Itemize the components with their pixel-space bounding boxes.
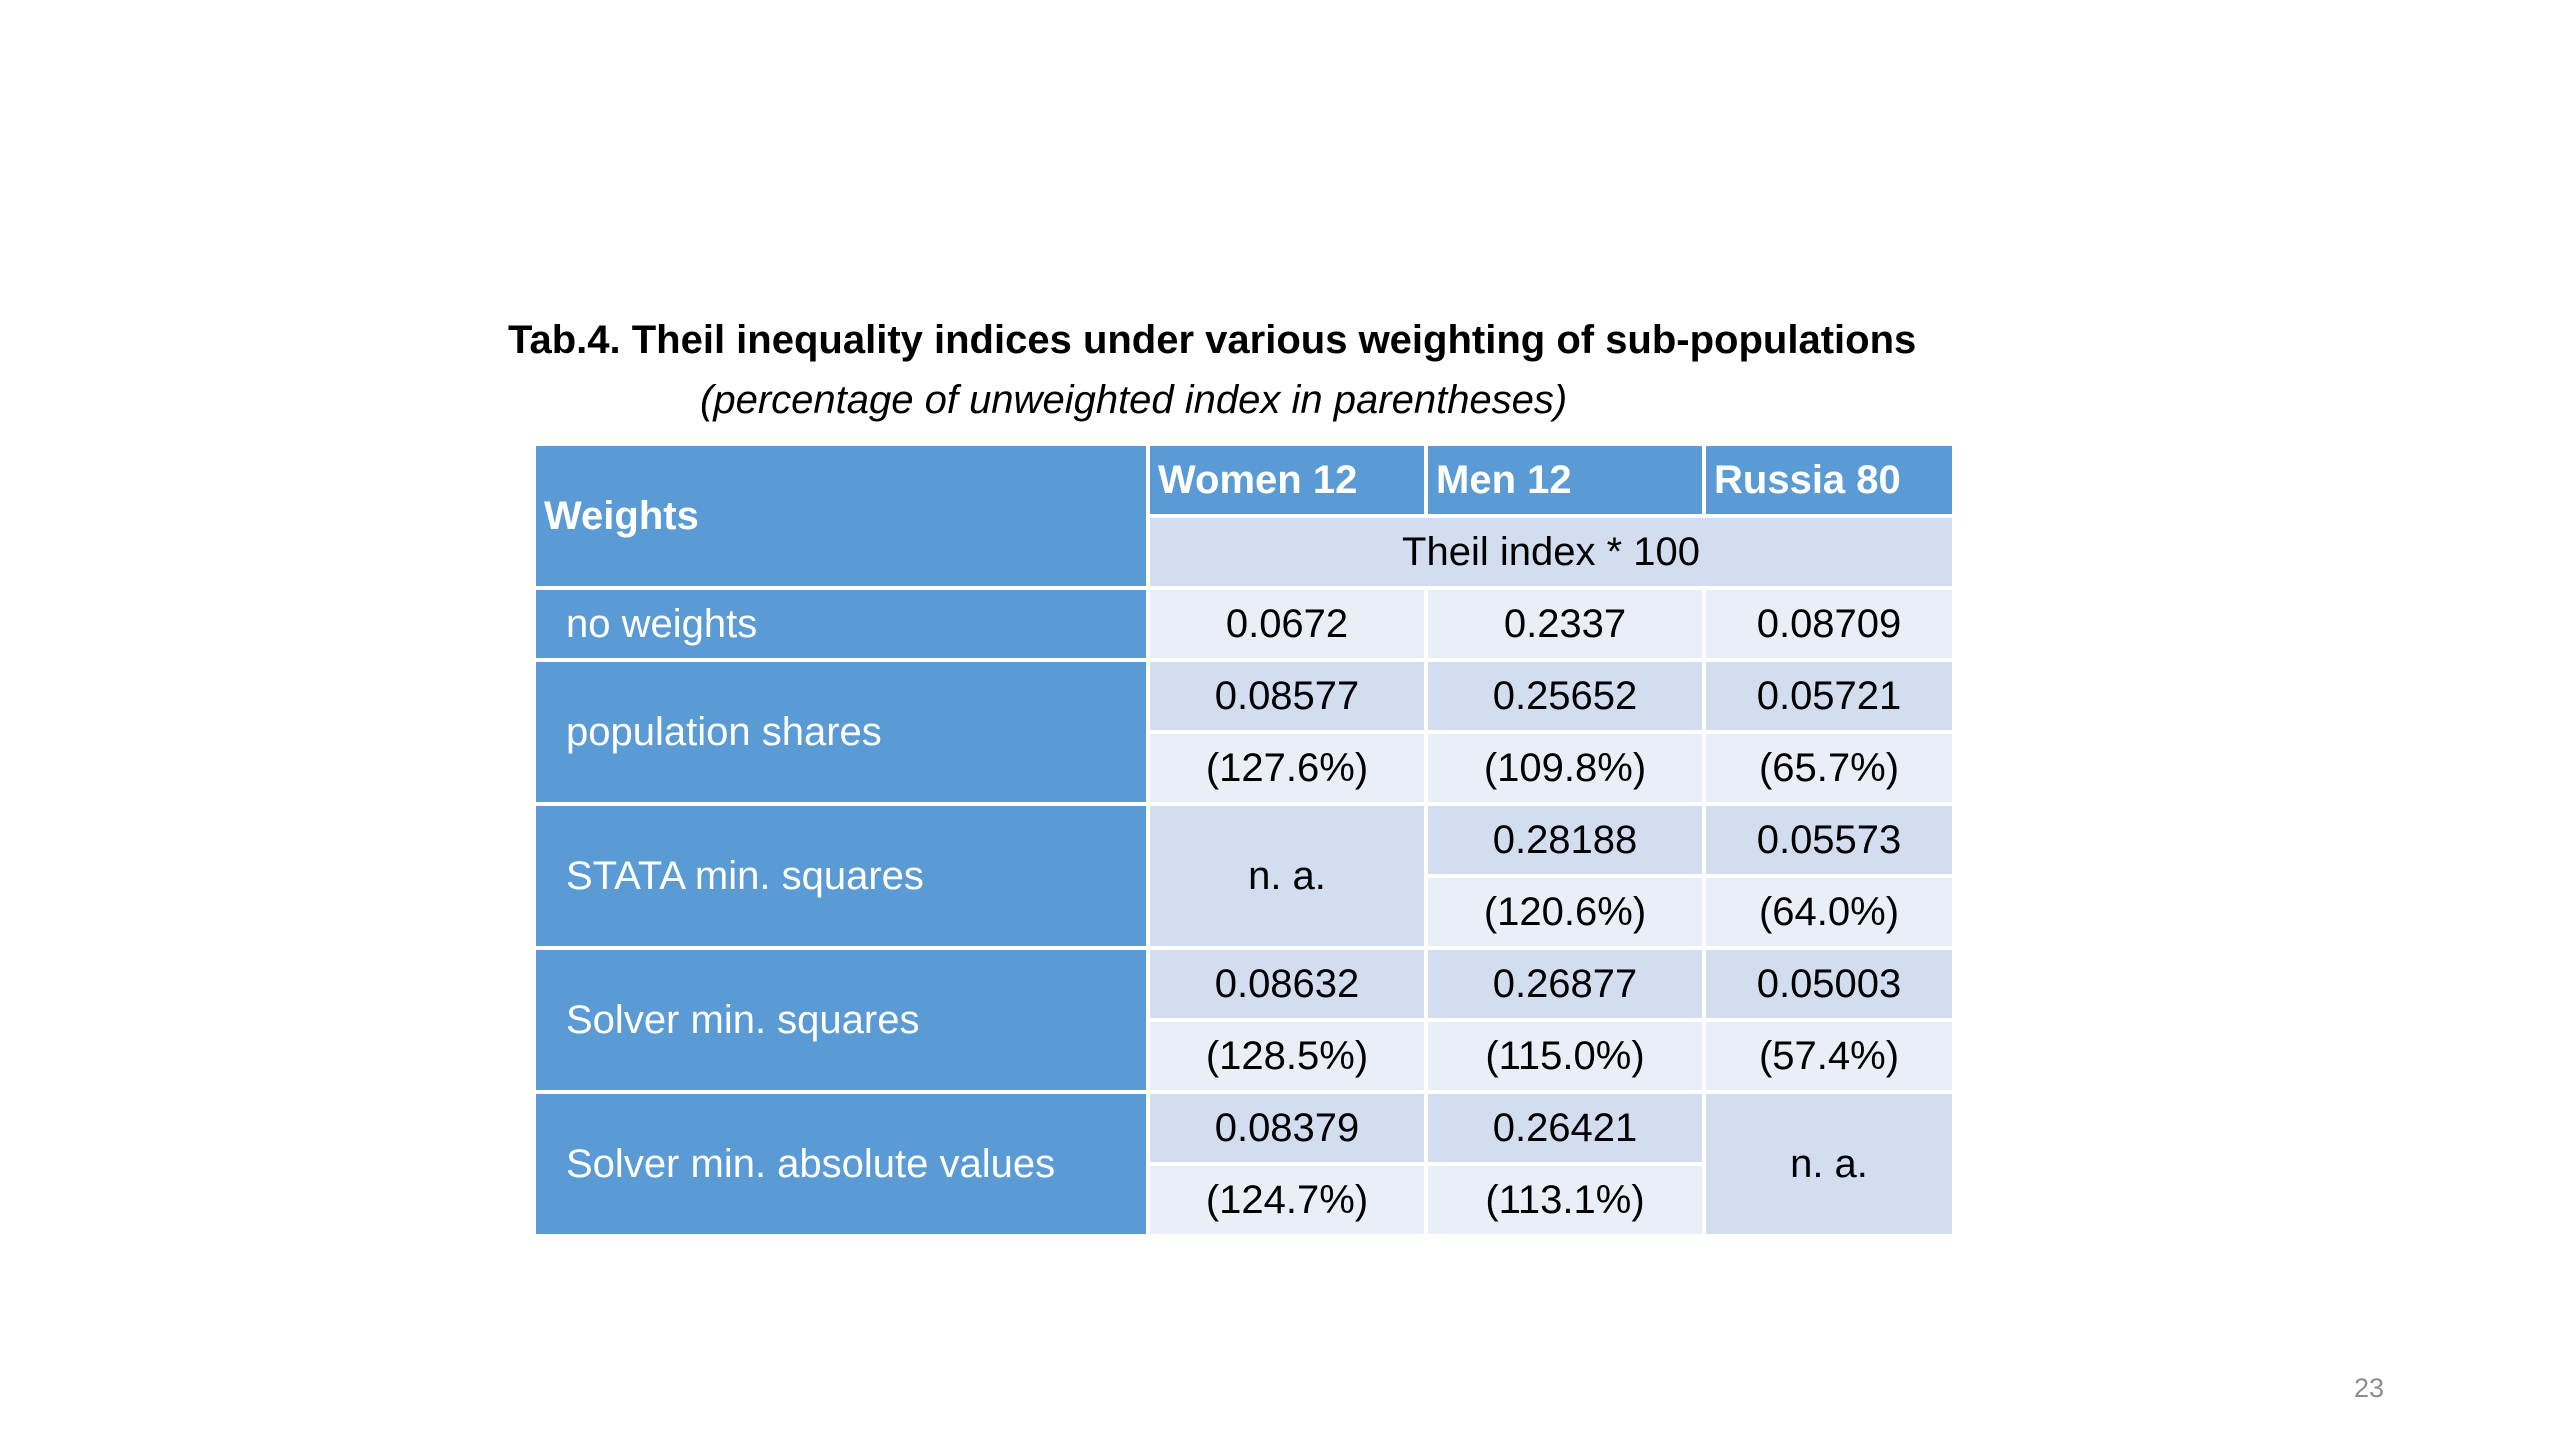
cell-value: 0.0672 — [1146, 586, 1428, 662]
table-subtitle: (percentage of unweighted index in paren… — [700, 378, 1568, 422]
cell-value: 0.05721 — [1702, 658, 1956, 734]
cell-not-available: n. a. — [1146, 802, 1428, 950]
header-women-12: Women 12 — [1146, 442, 1428, 518]
table-row: (128.5%) (115.0%) (57.4%) — [534, 1018, 1956, 1094]
cell-value: 0.08632 — [1146, 946, 1428, 1022]
table-row: (127.6%) (109.8%) (65.7%) — [534, 730, 1956, 806]
cell-percentage: (65.7%) — [1702, 730, 1956, 806]
cell-value: 0.28188 — [1424, 802, 1706, 878]
cell-percentage: (115.0%) — [1424, 1018, 1706, 1094]
cell-value: 0.26877 — [1424, 946, 1706, 1022]
header-russia-80: Russia 80 — [1702, 442, 1956, 518]
header-unit-label: Theil index * 100 — [1146, 514, 1956, 590]
cell-percentage: (113.1%) — [1424, 1162, 1706, 1238]
cell-percentage: (124.7%) — [1146, 1162, 1428, 1238]
table-row: Solver min. squares 0.08632 0.26877 0.05… — [532, 946, 1956, 1094]
cell-value: 0.26421 — [1424, 1090, 1706, 1166]
cell-percentage: (127.6%) — [1146, 730, 1428, 806]
table-row: STATA min. squares n. a. 0.28188 0.05573 — [532, 802, 1956, 950]
header-weights: Weights — [532, 442, 1150, 590]
table-row: population shares 0.08577 0.25652 0.0572… — [532, 658, 1956, 806]
cell-value: 0.05003 — [1702, 946, 1956, 1022]
table-row: Solver min. absolute values 0.08379 0.26… — [532, 1090, 1956, 1238]
cell-value: 0.25652 — [1424, 658, 1706, 734]
table-row: (124.7%) (113.1%) — [534, 1162, 1954, 1238]
row-label-solver-min-absolute-values: Solver min. absolute values — [532, 1090, 1150, 1238]
cell-value: 0.2337 — [1424, 586, 1706, 662]
table-row: (120.6%) (64.0%) — [534, 874, 1956, 950]
row-label-no-weights: no weights — [532, 586, 1150, 662]
cell-percentage: (57.4%) — [1702, 1018, 1956, 1094]
cell-percentage: (128.5%) — [1146, 1018, 1428, 1094]
cell-value: 0.08577 — [1146, 658, 1428, 734]
row-label-stata-min-squares: STATA min. squares — [532, 802, 1150, 950]
table-unit-row: Theil index * 100 — [534, 514, 1956, 590]
cell-percentage: (120.6%) — [1424, 874, 1706, 950]
cell-value: 0.08709 — [1702, 586, 1956, 662]
cell-percentage: (64.0%) — [1702, 874, 1956, 950]
table-title: Tab.4. Theil inequality indices under va… — [508, 318, 1917, 362]
table-row: no weights 0.0672 0.2337 0.08709 — [532, 586, 1956, 662]
theil-index-table: Weights Women 12 Men 12 Russia 80 Theil … — [532, 442, 1956, 1238]
row-label-population-shares: population shares — [532, 658, 1150, 806]
cell-not-available: n. a. — [1702, 1090, 1956, 1238]
cell-value: 0.05573 — [1702, 802, 1956, 878]
page-number: 23 — [2354, 1373, 2385, 1403]
table-header-row: Weights Women 12 Men 12 Russia 80 — [532, 442, 1956, 590]
row-label-solver-min-squares: Solver min. squares — [532, 946, 1150, 1094]
cell-value: 0.08379 — [1146, 1090, 1428, 1166]
cell-percentage: (109.8%) — [1424, 730, 1706, 806]
header-men-12: Men 12 — [1424, 442, 1706, 518]
